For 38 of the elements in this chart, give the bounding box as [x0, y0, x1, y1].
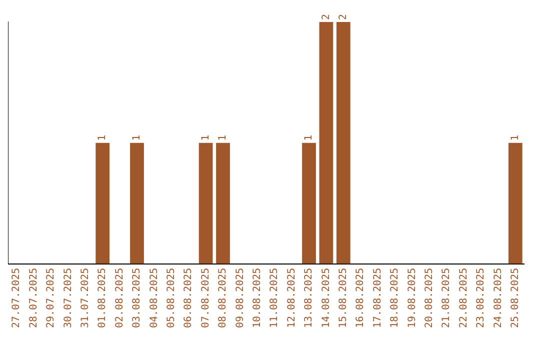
- data-label: 1: [132, 134, 143, 141]
- data-label: 1: [97, 134, 108, 141]
- x-tick-label: 12.08.2025: [286, 268, 298, 328]
- x-tick-label: 24.08.2025: [492, 268, 504, 328]
- x-tick-label: 07.08.2025: [200, 268, 212, 328]
- x-tick-label: 05.08.2025: [166, 268, 177, 328]
- x-tick-label: 02.08.2025: [114, 268, 126, 328]
- x-tick-label: 21.08.2025: [441, 268, 452, 328]
- x-tick-label: 20.08.2025: [424, 268, 435, 328]
- x-tick-label: 01.08.2025: [97, 268, 108, 328]
- x-tick-label: 28.07.2025: [28, 268, 40, 328]
- x-tick-label: 06.08.2025: [183, 268, 194, 328]
- data-label: 1: [304, 134, 315, 141]
- x-tick-label: 13.08.2025: [304, 268, 315, 328]
- x-tick-label: 08.08.2025: [218, 268, 229, 328]
- x-tick-label: 14.08.2025: [320, 268, 332, 328]
- x-tick-label: 29.07.2025: [46, 268, 57, 328]
- data-label: 2: [320, 14, 332, 20]
- x-tick-label: 10.08.2025: [252, 268, 263, 328]
- data-label: 1: [218, 134, 229, 141]
- x-tick-label: 11.08.2025: [269, 268, 280, 328]
- x-tick-label: 22.08.2025: [458, 268, 470, 328]
- x-tick-label: 15.08.2025: [338, 268, 349, 328]
- x-tick-label: 18.08.2025: [390, 268, 401, 328]
- x-tick-label: 19.08.2025: [406, 268, 418, 328]
- x-tick-label: 04.08.2025: [148, 268, 160, 328]
- x-tick-label: 25.08.2025: [510, 268, 521, 328]
- x-tick-label: 17.08.2025: [372, 268, 384, 328]
- data-label: 2: [338, 14, 349, 20]
- x-tick-label: 16.08.2025: [355, 268, 366, 328]
- x-tick-label: 30.07.2025: [62, 268, 74, 328]
- data-label: 1: [200, 134, 212, 141]
- x-tick-label: 03.08.2025: [132, 268, 143, 328]
- x-tick-label: 23.08.2025: [476, 268, 487, 328]
- x-tick-label: 27.07.2025: [11, 268, 22, 328]
- x-tick-label: 31.07.2025: [80, 268, 91, 328]
- x-tick-label: 09.08.2025: [234, 268, 246, 328]
- data-label: 1: [510, 134, 521, 141]
